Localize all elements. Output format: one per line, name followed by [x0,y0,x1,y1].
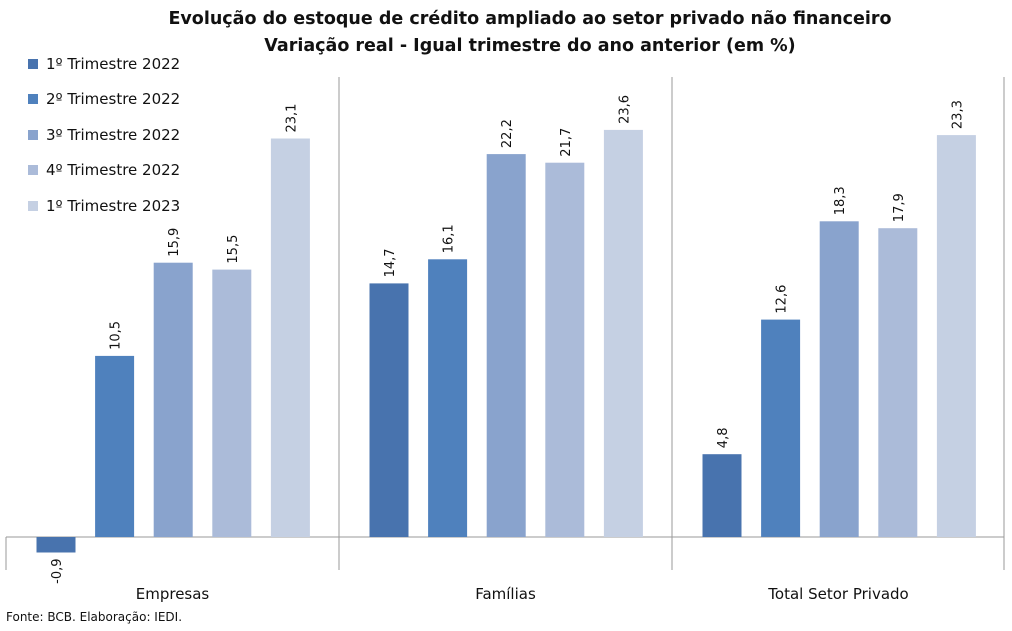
data-label: -0,9 [50,559,65,584]
legend: 1º Trimestre 2022 2º Trimestre 2022 3º T… [28,46,180,224]
bar [819,221,859,538]
bar [95,355,135,537]
data-label: 23,6 [617,95,632,124]
bar [936,135,976,537]
legend-item: 1º Trimestre 2022 [28,46,180,82]
data-label: 12,6 [775,285,790,314]
data-label: 15,9 [167,228,182,257]
legend-item: 3º Trimestre 2022 [28,117,180,153]
bar [428,259,468,537]
bar [153,262,193,537]
chart-subtitle: Variação real - Igual trimestre do ano a… [264,36,796,56]
data-label: 21,7 [559,128,574,157]
legend-item: 4º Trimestre 2022 [28,153,180,189]
data-label: 15,5 [226,235,241,264]
bar [545,162,585,537]
bar [761,319,801,537]
legend-swatch [28,58,38,69]
data-label: 22,2 [500,119,515,148]
source-note: Fonte: BCB. Elaboração: IEDI. [6,610,183,624]
legend-label: 4º Trimestre 2022 [46,161,181,180]
bar [603,129,643,537]
legend-swatch [28,129,38,140]
legend-swatch [28,165,38,176]
data-label: 16,1 [442,224,457,253]
chart-title: Evolução do estoque de crédito ampliado … [168,9,892,29]
bar [212,269,252,537]
category-label: Famílias [475,585,536,603]
bar [702,454,742,537]
legend-label: 1º Trimestre 2023 [46,196,181,215]
data-label: 18,3 [833,186,848,215]
legend-swatch [28,200,38,211]
bars-layer [36,129,976,553]
legend-swatch [28,94,38,105]
category-label: Total Setor Privado [767,585,908,603]
bar [486,154,526,537]
legend-label: 2º Trimestre 2022 [46,90,181,109]
bar [369,283,409,537]
legend-label: 1º Trimestre 2022 [46,54,181,73]
bar [270,138,310,537]
data-label: 14,7 [383,248,398,277]
legend-label: 3º Trimestre 2022 [46,125,181,144]
data-labels-layer: -0,9 10,5 15,9 15,5 23,1 14,7 16,1 22,2 21,7 23,6… [50,95,965,584]
data-label: 17,9 [892,193,907,222]
data-label: 4,8 [716,428,731,449]
data-label: 10,5 [109,321,124,350]
bar [878,228,918,537]
legend-item: 1º Trimestre 2023 [28,188,180,224]
legend-item: 2º Trimestre 2022 [28,82,180,118]
data-label: 23,3 [950,100,965,129]
data-label: 23,1 [284,104,299,133]
category-label: Empresas [136,585,210,603]
chart-title-block: Evolução do estoque de crédito ampliado … [130,6,930,60]
bar [36,537,76,553]
category-labels-layer: Empresas Famílias Total Setor Privado [136,585,909,603]
